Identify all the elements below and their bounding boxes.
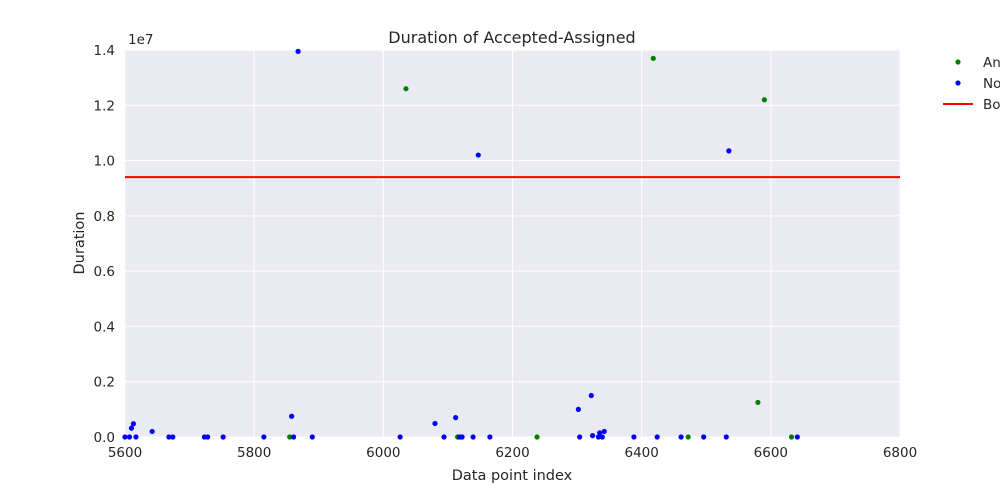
legend-label: No — [983, 76, 1000, 92]
data-point — [289, 413, 295, 419]
data-point — [470, 434, 476, 440]
data-point — [397, 434, 403, 440]
y-tick-label: 1.4 — [94, 43, 115, 59]
data-point — [723, 434, 729, 440]
x-tick-label: 6800 — [883, 445, 917, 461]
data-point — [453, 415, 459, 421]
data-point — [761, 97, 767, 103]
data-point — [575, 406, 581, 412]
data-point — [130, 421, 136, 427]
x-tick-label: 5800 — [237, 445, 271, 461]
data-point — [287, 434, 293, 440]
data-point — [309, 434, 315, 440]
data-point — [726, 148, 732, 154]
data-point — [220, 434, 226, 440]
data-point — [128, 425, 135, 431]
y-tick-label: 0.0 — [94, 430, 115, 446]
data-point — [441, 434, 447, 440]
legend-label: An — [983, 55, 1000, 71]
y-axis-label: Duration — [72, 212, 88, 275]
data-point — [459, 434, 465, 440]
legend-label: Bo — [983, 97, 1000, 113]
data-point — [534, 434, 540, 440]
x-tick-label: 5600 — [108, 445, 142, 461]
y-tick-label: 1.2 — [94, 98, 115, 114]
data-point — [205, 434, 211, 440]
data-point — [631, 434, 637, 440]
data-point — [588, 392, 594, 399]
y-tick-label: 0.8 — [94, 209, 115, 225]
data-point — [432, 420, 438, 427]
data-point — [261, 434, 267, 440]
data-point — [475, 152, 481, 158]
data-point — [685, 434, 691, 440]
data-points — [122, 48, 800, 440]
legend-marker — [955, 59, 961, 65]
y-exponent-label: 1e7 — [128, 32, 153, 48]
chart-title: Duration of Accepted-Assigned — [388, 28, 635, 47]
data-point — [589, 433, 596, 439]
y-tick-label: 0.4 — [94, 319, 115, 335]
data-point — [654, 434, 660, 440]
legend: An No Bo — [943, 55, 1000, 113]
x-tick-label: 6000 — [366, 445, 400, 461]
data-point — [597, 430, 603, 436]
data-point — [487, 434, 493, 440]
x-axis-label: Data point index — [452, 468, 573, 484]
data-point — [133, 434, 139, 440]
data-point — [678, 434, 684, 440]
data-point — [403, 86, 409, 92]
data-point — [149, 428, 155, 435]
data-point — [788, 434, 795, 440]
data-point — [601, 428, 607, 435]
data-point — [290, 434, 297, 440]
data-point — [166, 434, 172, 440]
data-point — [599, 434, 605, 440]
data-point — [701, 434, 707, 440]
data-point — [794, 434, 800, 440]
data-point — [122, 434, 128, 440]
data-point — [650, 55, 656, 61]
y-tick-label: 0.2 — [94, 375, 115, 391]
x-tick-label: 6400 — [624, 445, 658, 461]
tick-labels: 5600 5800 6000 6200 6400 6600 6800 0.0 0.2 0.4 0.6… — [94, 43, 918, 461]
y-tick-label: 0.6 — [94, 264, 115, 280]
data-point — [595, 434, 601, 440]
y-tick-label: 1.0 — [94, 154, 115, 170]
data-point — [126, 434, 133, 440]
data-point — [295, 48, 301, 54]
data-point — [755, 399, 761, 406]
data-point — [170, 434, 176, 440]
legend-marker — [955, 80, 961, 86]
x-tick-label: 6200 — [495, 445, 529, 461]
data-point — [577, 434, 583, 440]
x-tick-label: 6600 — [754, 445, 788, 461]
grid — [124, 49, 901, 438]
